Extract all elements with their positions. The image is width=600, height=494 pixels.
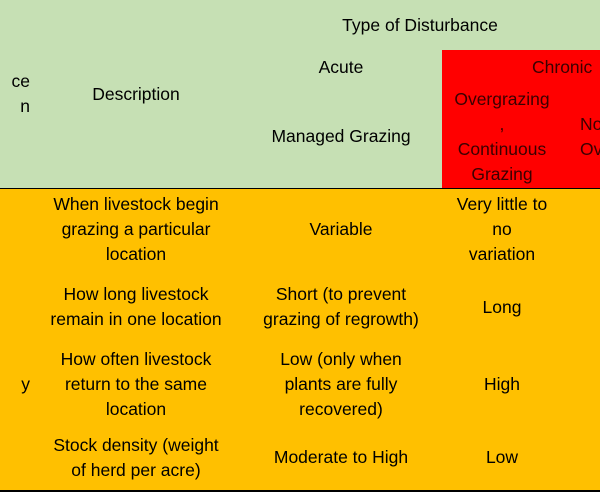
header-managed-grazing: Managed Grazing: [240, 85, 444, 191]
row-3-overgrazing-value: High: [484, 374, 520, 394]
header-overgrazing-line-1: Overgrazing: [454, 88, 550, 109]
row-3-description: How often livestock return to the same l…: [32, 344, 242, 427]
row-2-managed-grazing-line-2: grazing of regrowth): [263, 309, 419, 329]
row-1-next-column: [562, 189, 600, 272]
row-1-overgrazing-line-2: no: [492, 219, 512, 239]
row-1-overgrazing: Very little to no variation: [442, 189, 564, 272]
row-4-first-column: [0, 425, 34, 492]
header-first-column: ce n: [0, 0, 34, 191]
row-4-overgrazing-value: Low: [485, 447, 519, 467]
header-acute-label: Acute: [318, 57, 364, 77]
header-description: Description: [32, 0, 242, 191]
header-overgrazing-line-4: Grazing: [471, 163, 533, 184]
row-2-first-column: [0, 270, 34, 346]
row-3-managed-grazing-line-2: plants are fully: [284, 374, 398, 394]
row-3-description-line-1: How often livestock: [60, 349, 212, 369]
row-3-managed-grazing: Low (only when plants are fully recovere…: [240, 344, 444, 427]
row-2-description-line-1: How long livestock: [63, 284, 209, 304]
row-2-description-line-2: remain in one location: [50, 309, 222, 329]
row-1-description-line-3: location: [105, 244, 167, 264]
row-1-description: When livestock begin grazing a particula…: [32, 189, 242, 272]
header-next-column-line-2: Ov: [580, 138, 600, 159]
row-3-overgrazing: High: [442, 344, 564, 427]
row-3-managed-grazing-line-1: Low (only when: [280, 349, 402, 369]
header-chronic: Chronic: [442, 50, 600, 87]
header-first-column-fragment-2: n: [20, 96, 30, 116]
row-1-managed-grazing: Variable: [240, 189, 444, 272]
row-2-overgrazing-value: Long: [482, 296, 522, 317]
row-2-overgrazing: Long: [442, 270, 564, 346]
row-1-description-line-2: grazing a particular: [61, 219, 211, 239]
header-overgrazing-line-3: Continuous: [457, 138, 547, 159]
header-type-of-disturbance-label: Type of Disturbance: [342, 14, 498, 35]
row-3-next-column: [562, 344, 600, 427]
row-4-description-line-2: of herd per acre): [71, 459, 201, 480]
header-managed-grazing-label: Managed Grazing: [271, 126, 411, 146]
header-next-chronic-column: No Ov: [562, 85, 600, 191]
row-1-first-column: [0, 189, 34, 272]
row-1-managed-grazing-value: Variable: [309, 219, 373, 239]
row-4-description: Stock density (weight of herd per acre): [32, 425, 242, 492]
row-2-description: How long livestock remain in one locatio…: [32, 270, 242, 346]
header-type-of-disturbance: Type of Disturbance: [240, 0, 600, 52]
row-1-description-line-1: When livestock begin: [53, 194, 219, 214]
header-overgrazing-line-2: ,: [499, 113, 505, 134]
row-4-overgrazing: Low: [442, 425, 564, 492]
row-3-description-line-3: location: [105, 399, 167, 419]
row-4-description-line-1: Stock density (weight: [53, 434, 219, 455]
header-description-label: Description: [92, 83, 180, 104]
row-4-next-column: [562, 425, 600, 492]
row-1-overgrazing-line-3: variation: [468, 244, 536, 264]
header-acute: Acute: [240, 50, 444, 87]
row-3-managed-grazing-line-3: recovered): [299, 399, 383, 419]
header-next-column-line-1: No: [580, 113, 600, 134]
row-4-managed-grazing-value: Moderate to High: [273, 447, 409, 467]
row-2-next-column: [562, 270, 600, 346]
row-2-managed-grazing: Short (to prevent grazing of regrowth): [240, 270, 444, 346]
header-first-column-fragment-1: ce: [11, 71, 30, 91]
header-overgrazing-continuous: Overgrazing , Continuous Grazing: [442, 85, 564, 191]
row-3-description-line-2: return to the same: [64, 374, 207, 394]
row-1-overgrazing-line-1: Very little to: [456, 194, 548, 214]
header-chronic-label: Chronic: [532, 57, 593, 77]
row-2-managed-grazing-line-1: Short (to prevent: [275, 284, 407, 304]
row-3-first-column-fragment: y: [21, 374, 30, 394]
row-3-first-column: y: [0, 344, 34, 427]
row-4-managed-grazing: Moderate to High: [240, 425, 444, 492]
